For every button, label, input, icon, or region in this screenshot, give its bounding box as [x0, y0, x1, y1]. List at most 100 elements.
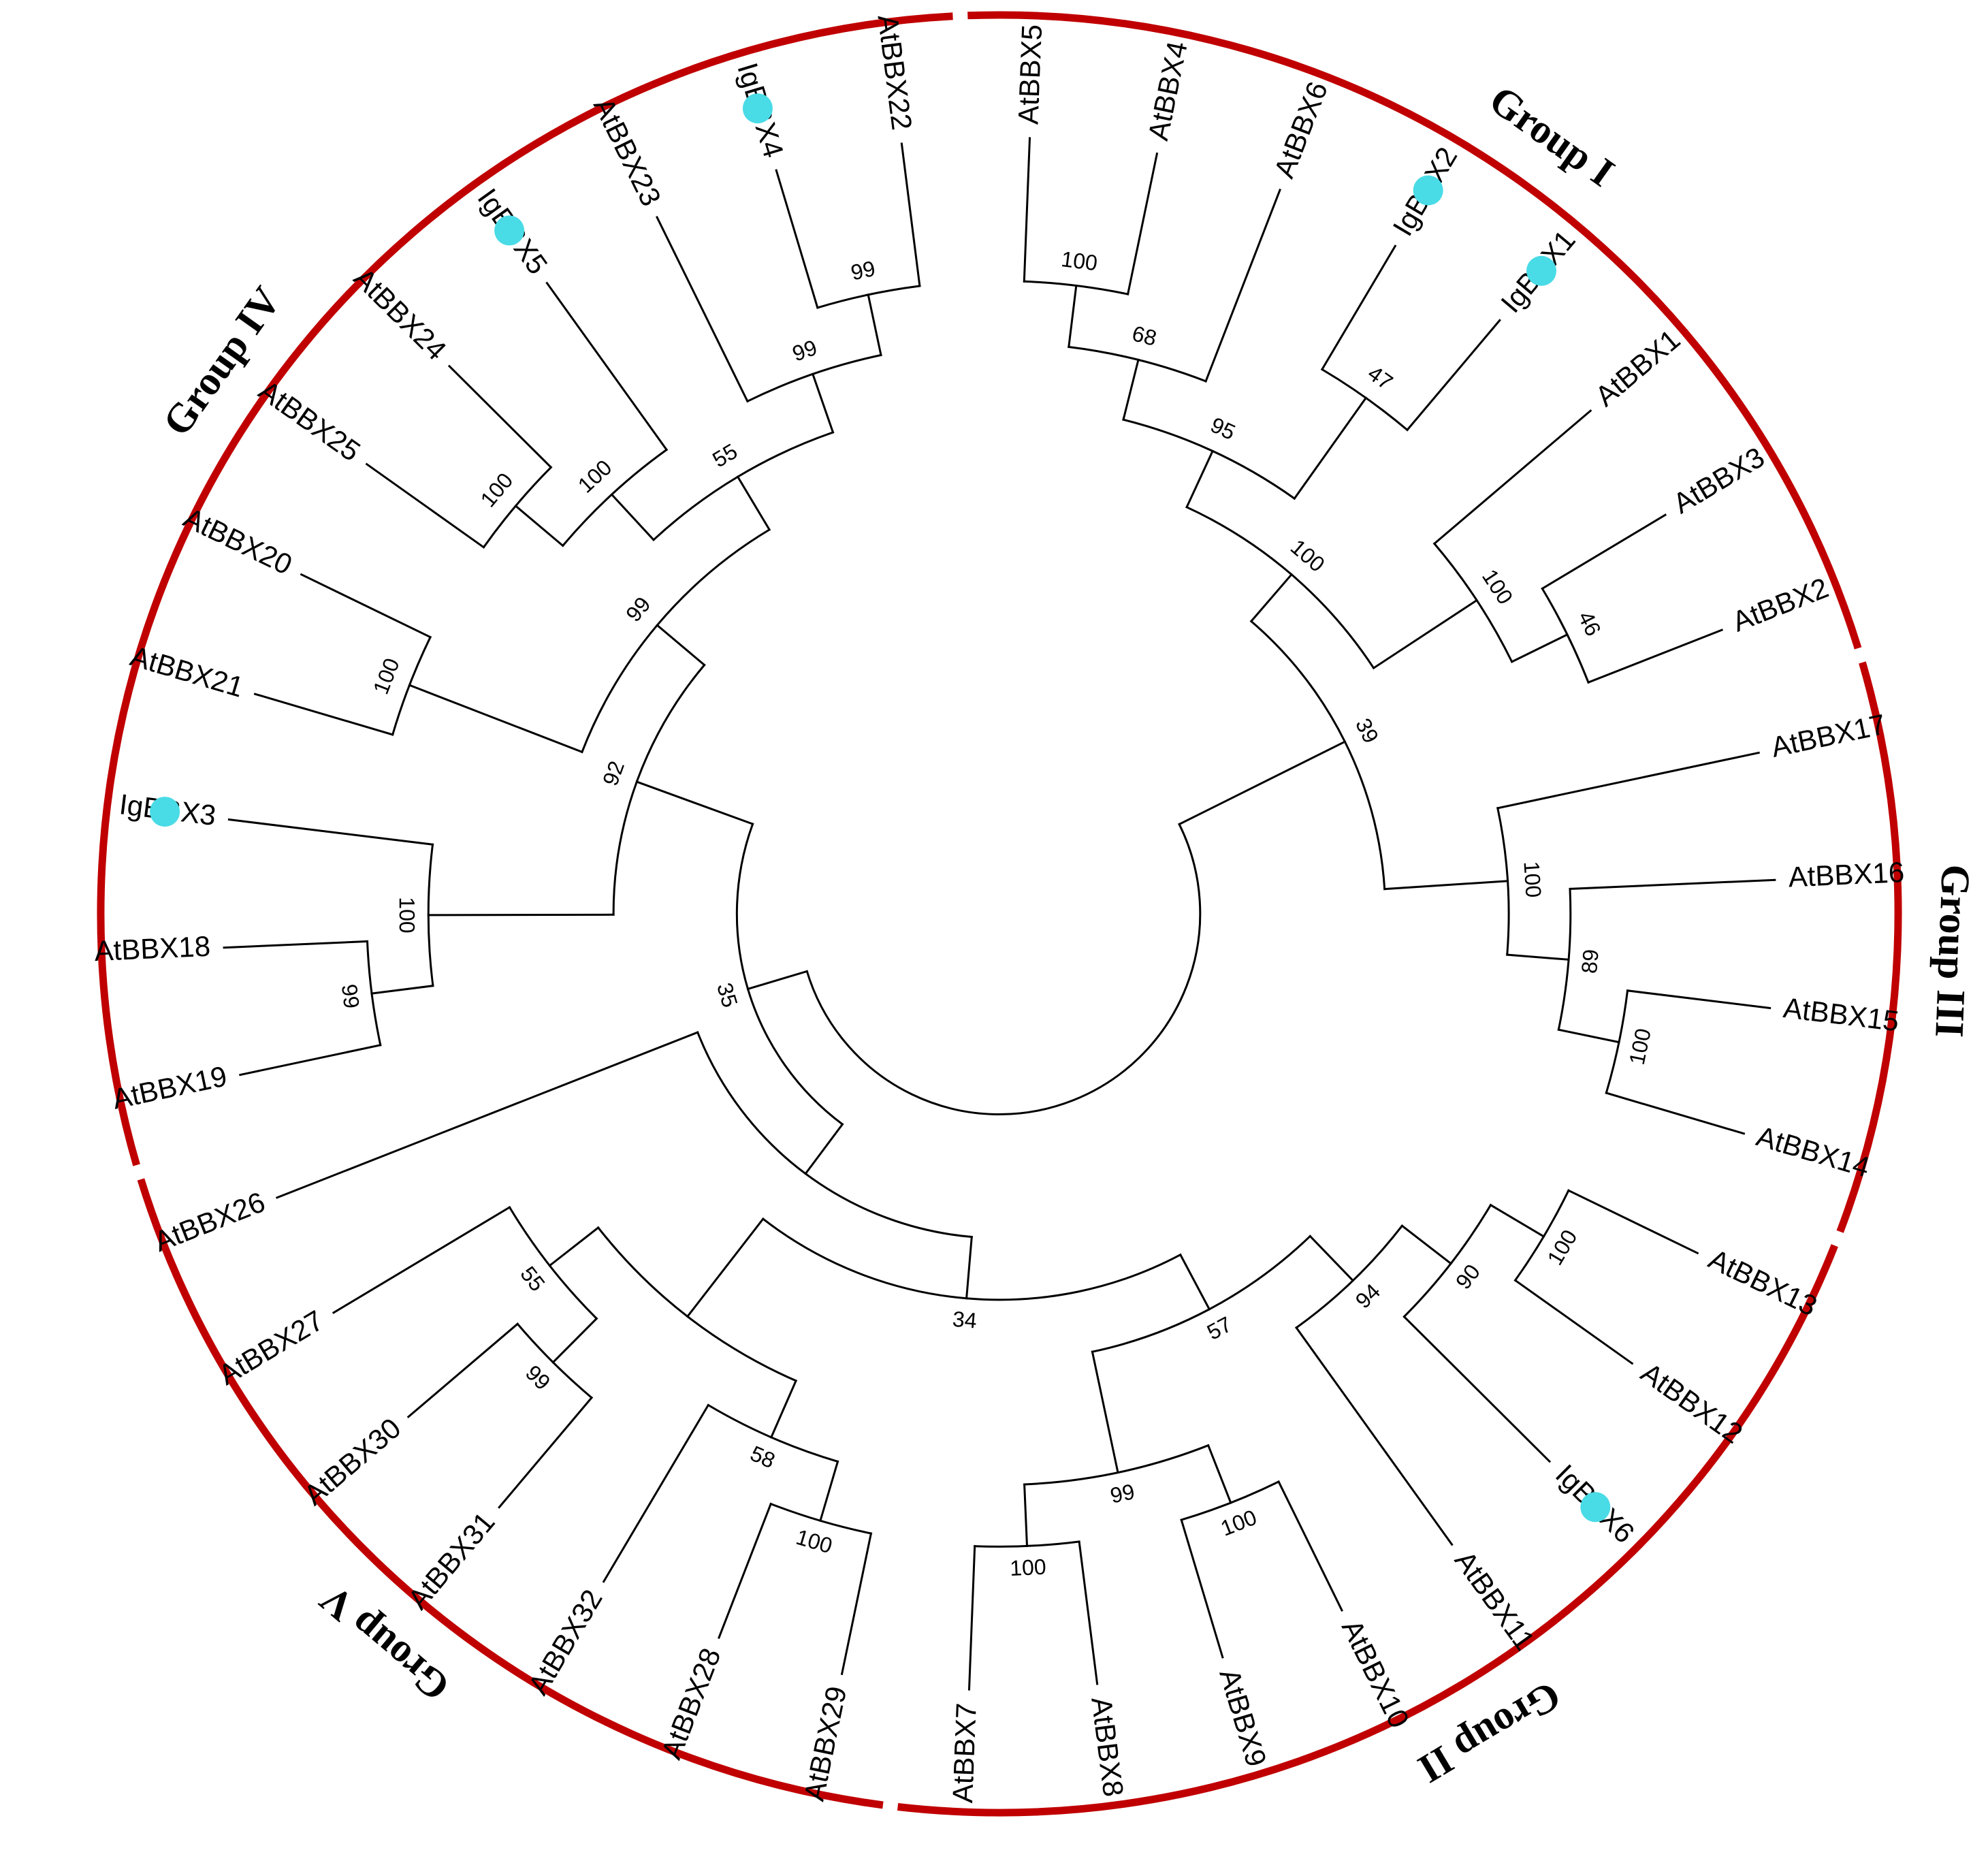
branch-c19	[819, 1460, 839, 1523]
group-rings	[97, 11, 1902, 1817]
leaf-label-atbbx24: AtBBX24	[348, 261, 453, 366]
branch-c21	[551, 1317, 598, 1364]
branch-c17	[1091, 1350, 1119, 1474]
leaf-label-atbbx1: AtBBX1	[1589, 323, 1686, 412]
branch-c29	[514, 504, 564, 547]
leaf-label-atbbx27: AtBBX27	[213, 1304, 329, 1391]
branch-AtBBX22	[900, 142, 921, 287]
leaf-label-atbbx5: AtBBX5	[1012, 24, 1048, 125]
leaf-label-atbbx18: AtBBX18	[94, 930, 211, 967]
bootstrap-c15: 100	[1217, 1505, 1260, 1541]
branch-c31	[867, 293, 882, 357]
marker-dot-igbbx5	[494, 215, 525, 246]
branch-AtBBX15	[1626, 989, 1771, 1010]
branch-AtBBX11	[1295, 1326, 1454, 1546]
branch-AtBBX21	[253, 692, 394, 736]
bootstrap-c29: 100	[475, 468, 517, 511]
bootstrap-c28: 100	[368, 655, 404, 698]
bootstrap-c35: 92	[598, 758, 629, 789]
branch-AtBBX24	[447, 364, 553, 469]
leaf-label-atbbx30: AtBBX30	[298, 1412, 406, 1511]
branch-c16	[1023, 1483, 1029, 1548]
bootstrap-c6: 100	[1477, 564, 1518, 608]
branch-AtBBX28	[718, 1502, 773, 1639]
branch-AtBBX19	[239, 1044, 382, 1077]
branch-c10	[1383, 880, 1509, 891]
bootstrap-c11: 39	[1351, 714, 1383, 747]
bootstrap-c33: 55	[708, 439, 741, 472]
branch-AtBBX25	[365, 462, 485, 549]
bootstrap-c2: 68	[1129, 321, 1159, 351]
bootstrap-c5: 46	[1573, 607, 1606, 640]
branch-AtBBX31	[498, 1396, 594, 1509]
leaf-label-atbbx20: AtBBX20	[179, 501, 298, 581]
bootstrap-c26: 99	[337, 983, 364, 1010]
bootstrap-c10: 100	[1519, 861, 1545, 899]
leaf-label-atbbx2: AtBBX2	[1728, 571, 1833, 638]
ring-group-1	[967, 11, 1862, 650]
leaf-label-atbbx12: AtBBX12	[1635, 1356, 1748, 1450]
leaf-label-atbbx10: AtBBX10	[1336, 1614, 1415, 1733]
leaf-label-atbbx31: AtBBX31	[402, 1506, 501, 1616]
ring-group-3	[1836, 661, 1902, 1233]
branch-c30	[610, 493, 656, 541]
marker-dot-igbbx6	[1580, 1492, 1611, 1523]
branch-c36	[746, 970, 809, 991]
branch-c2	[1122, 358, 1140, 421]
bootstrap-c1: 100	[1060, 246, 1099, 275]
branch-AtBBX12	[1513, 1279, 1634, 1365]
ring-group-4	[97, 12, 953, 1166]
branch-c33	[736, 475, 771, 531]
branch-c18	[1179, 1253, 1211, 1311]
branch-c25	[804, 1123, 844, 1175]
bootstrap-c31: 99	[848, 256, 877, 285]
marker-dot-igbbx4	[742, 93, 773, 124]
branch-AtBBX14	[1605, 1092, 1746, 1135]
leaf-label-atbbx9: AtBBX9	[1213, 1665, 1272, 1770]
branch-AtBBX4	[1126, 152, 1159, 296]
branch-c23	[686, 1217, 765, 1318]
ring-group-2	[897, 1244, 1838, 1817]
leaf-label-atbbx3: AtBBX3	[1667, 441, 1769, 520]
bootstrap-c27: 100	[395, 897, 419, 933]
branch-AtBBX13	[1567, 1189, 1699, 1255]
branch-AtBBX2	[1587, 628, 1724, 684]
leaf-label-atbbx25: AtBBX25	[253, 374, 366, 467]
branch-c4	[1185, 449, 1215, 509]
branch-AtBBX27	[332, 1205, 511, 1314]
branch-c26	[370, 985, 434, 995]
tree-branches	[223, 137, 1776, 1691]
branch-c6	[1372, 599, 1479, 670]
bootstrap-c14: 94	[1351, 1279, 1385, 1313]
label-group-2: Group II	[1411, 1673, 1569, 1792]
branch-AtBBX29	[840, 1532, 873, 1676]
leaf-label-atbbx29: AtBBX29	[798, 1683, 853, 1803]
label-group-4: Group IV	[154, 278, 289, 444]
bootstrap-c20: 58	[747, 1441, 779, 1473]
branch-IgBBX1	[1405, 319, 1501, 432]
branch-c22	[548, 1226, 600, 1267]
branch-IgBBX2	[1320, 244, 1397, 371]
branch-c13	[1400, 1224, 1453, 1265]
branch-AtBBX10	[1277, 1480, 1344, 1612]
bootstrap-c17: 99	[1108, 1479, 1136, 1508]
branch-c3	[1293, 396, 1368, 500]
bootstrap-c8: 100	[1624, 1026, 1656, 1067]
branch-c1	[1068, 284, 1078, 349]
branch-c14	[1309, 1235, 1355, 1282]
marker-dot-igbbx2	[1413, 175, 1443, 206]
bootstrap-c32: 99	[789, 335, 820, 366]
branch-AtBBX18	[223, 940, 369, 949]
branch-c35	[635, 780, 754, 826]
bootstrap-c13: 90	[1451, 1260, 1485, 1294]
branch-c28	[408, 684, 583, 754]
bootstrap-c24: 34	[952, 1307, 978, 1333]
branch-AtBBX23	[655, 215, 749, 403]
branch-AtBBX7	[967, 1545, 976, 1691]
branch-c11	[1178, 740, 1347, 826]
bootstrap-c4: 95	[1207, 412, 1239, 445]
bootstrap-c9: 89	[1577, 949, 1603, 974]
branch-AtBBX5	[1023, 137, 1031, 283]
branch-AtBBX17	[1496, 751, 1760, 810]
clade-arc-c24	[761, 1217, 1182, 1301]
